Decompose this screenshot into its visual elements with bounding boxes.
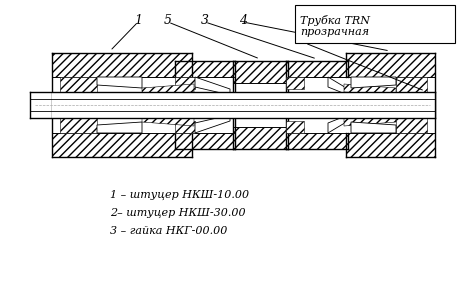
Polygon shape	[60, 117, 97, 133]
Polygon shape	[344, 116, 396, 126]
Polygon shape	[351, 77, 396, 88]
Polygon shape	[286, 133, 348, 149]
Text: Трубка TRN: Трубка TRN	[300, 15, 370, 26]
Polygon shape	[195, 77, 230, 95]
Polygon shape	[195, 115, 230, 133]
Polygon shape	[396, 117, 427, 133]
Polygon shape	[346, 133, 435, 157]
Text: прозрачная: прозрачная	[300, 27, 369, 37]
Polygon shape	[233, 61, 288, 83]
Polygon shape	[233, 127, 288, 149]
Polygon shape	[351, 122, 396, 133]
Polygon shape	[286, 77, 304, 89]
Bar	[295, 5, 455, 43]
Text: 3 – гайка НКГ-00.00: 3 – гайка НКГ-00.00	[110, 226, 227, 236]
Polygon shape	[346, 53, 435, 77]
Polygon shape	[142, 84, 194, 94]
Polygon shape	[52, 133, 192, 157]
Text: 1 – штуцер НКШ-10.00: 1 – штуцер НКШ-10.00	[110, 190, 249, 200]
Text: 3: 3	[201, 14, 209, 27]
Polygon shape	[396, 77, 427, 93]
Polygon shape	[328, 77, 348, 95]
Polygon shape	[175, 77, 195, 89]
Bar	[52, 92, 194, 118]
Bar	[175, 92, 237, 118]
Polygon shape	[286, 121, 304, 133]
Polygon shape	[344, 84, 396, 94]
Polygon shape	[60, 77, 97, 93]
Text: 5: 5	[164, 14, 172, 27]
Polygon shape	[328, 115, 348, 133]
Bar	[233, 92, 288, 118]
Text: 2– штуцер НКШ-30.00: 2– штуцер НКШ-30.00	[110, 208, 246, 218]
Polygon shape	[175, 61, 235, 77]
Polygon shape	[52, 53, 192, 77]
Text: 4: 4	[239, 14, 247, 27]
Bar	[286, 92, 350, 118]
Polygon shape	[175, 121, 195, 133]
Polygon shape	[175, 133, 235, 149]
Polygon shape	[142, 116, 194, 126]
Bar	[346, 92, 435, 118]
Polygon shape	[286, 61, 348, 77]
Polygon shape	[97, 77, 142, 88]
Polygon shape	[97, 122, 142, 133]
Text: 1: 1	[134, 14, 142, 27]
